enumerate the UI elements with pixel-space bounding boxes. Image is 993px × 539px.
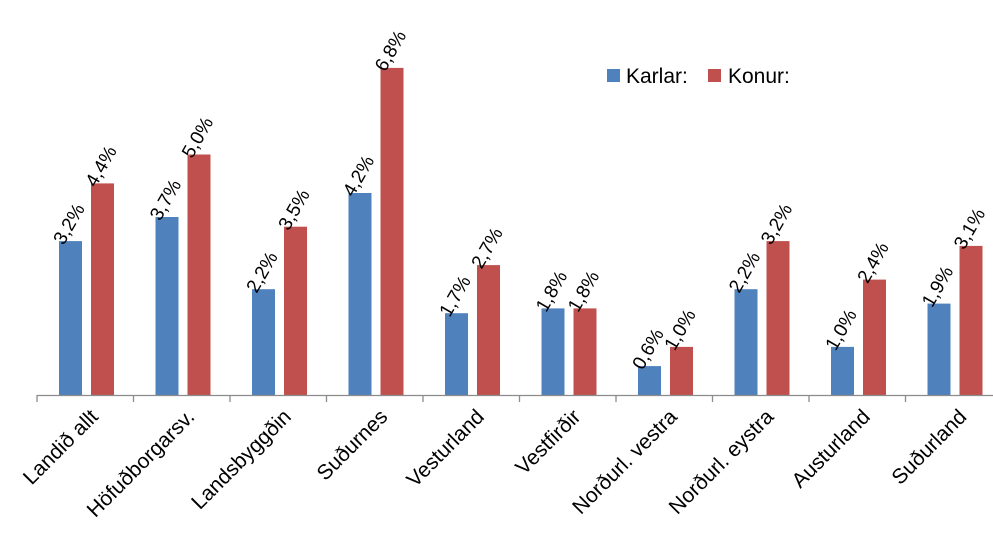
value-label-series0-0: 3,2% xyxy=(50,200,90,248)
value-label-series1-3: 6,8% xyxy=(371,27,411,75)
value-label-series0-2: 2,2% xyxy=(243,248,283,296)
category-label-0: Landið allt xyxy=(19,405,103,489)
category-label-7: Norðurl. eystra xyxy=(665,405,779,519)
legend-label-konur: Konur: xyxy=(728,65,790,88)
bar-series1-9 xyxy=(959,245,983,395)
value-label-series1-5: 1,8% xyxy=(564,268,604,316)
bar-series0-6 xyxy=(638,366,661,395)
bar-series1-3 xyxy=(380,67,404,396)
value-label-series0-6: 0,6% xyxy=(629,325,669,373)
bar-series1-5 xyxy=(573,308,597,395)
legend-swatch-konur xyxy=(708,69,721,82)
value-label-series1-8: 2,4% xyxy=(854,239,894,287)
category-label-4: Vesturland xyxy=(402,405,488,491)
value-label-series0-1: 3,7% xyxy=(146,176,186,224)
value-label-series0-7: 2,2% xyxy=(725,248,765,296)
bar-series1-1 xyxy=(187,154,211,395)
bar-series0-9 xyxy=(927,303,951,395)
category-label-8: Austurland xyxy=(788,405,875,492)
bar-series1-7 xyxy=(766,241,790,395)
bar-series1-2 xyxy=(284,226,307,395)
bars-layer xyxy=(59,67,983,396)
value-label-series1-7: 3,2% xyxy=(757,200,797,248)
value-label-series1-1: 5,0% xyxy=(178,114,218,162)
x-axis xyxy=(36,394,993,402)
category-label-3: Suðurnes xyxy=(312,405,392,485)
legend-swatch-karlar xyxy=(607,69,620,82)
bar-series0-1 xyxy=(155,217,179,395)
legend-label-karlar: Karlar: xyxy=(626,65,688,88)
bar-series0-5 xyxy=(541,308,565,395)
value-label-series0-4: 1,7% xyxy=(436,272,476,320)
value-label-series1-6: 1,0% xyxy=(661,306,701,354)
value-label-series1-4: 2,7% xyxy=(468,224,508,272)
value-label-series1-9: 3,1% xyxy=(950,205,990,253)
bar-series1-8 xyxy=(863,279,886,395)
category-label-9: Suðurland xyxy=(887,405,971,489)
value-label-series0-8: 1,0% xyxy=(822,306,862,354)
bar-series1-0 xyxy=(91,183,114,395)
bar-series1-6 xyxy=(670,346,693,395)
bar-series0-3 xyxy=(348,193,372,395)
value-label-series1-0: 4,4% xyxy=(82,143,122,191)
bar-series0-0 xyxy=(59,241,82,395)
bar-series0-4 xyxy=(445,313,468,395)
value-label-series0-9: 1,9% xyxy=(918,263,958,311)
bar-series0-8 xyxy=(831,346,854,395)
bar-series0-2 xyxy=(252,289,275,395)
value-label-series0-5: 1,8% xyxy=(532,268,572,316)
category-label-5: Vestfirðir xyxy=(511,405,585,479)
category-label-2: Landsbyggðin xyxy=(187,405,296,514)
value-label-series1-2: 3,5% xyxy=(275,186,315,234)
value-label-series0-3: 4,2% xyxy=(339,152,379,200)
bar-series0-7 xyxy=(734,289,758,395)
legend: Karlar: Konur: xyxy=(607,65,790,88)
bar-series1-4 xyxy=(477,265,500,395)
